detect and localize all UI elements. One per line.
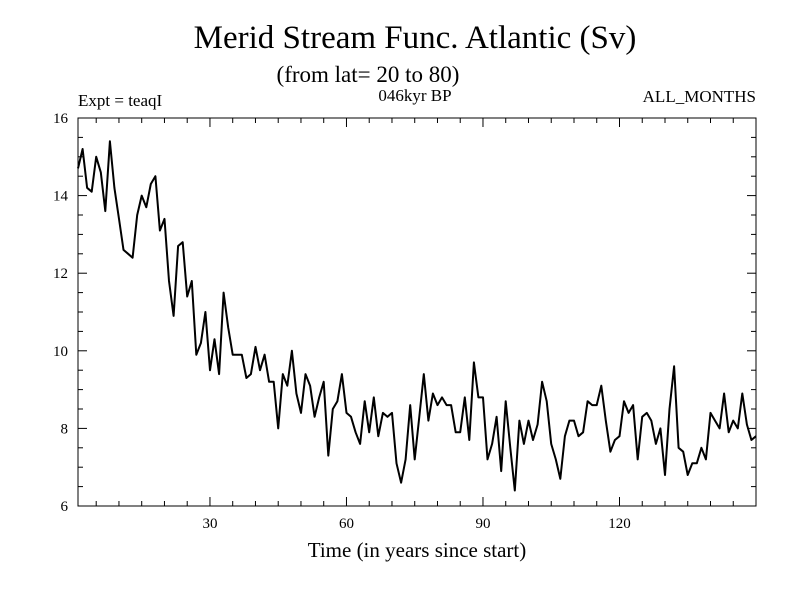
x-tick-label: 90: [475, 516, 490, 532]
y-tick-label: 8: [61, 421, 69, 437]
period-label: 046kyr BP: [378, 86, 451, 105]
y-tick-label: 10: [53, 344, 68, 360]
y-tick-label: 12: [53, 266, 68, 282]
axis-tick-labels: 30 60 90 120 6 8 10 12 14 16: [53, 111, 631, 532]
x-tick-label: 30: [202, 516, 217, 532]
months-label: ALL_MONTHS: [643, 87, 756, 106]
experiment-label: Expt = teaqI: [78, 91, 163, 110]
axis-ticks: [78, 118, 756, 506]
y-tick-label: 6: [61, 499, 69, 515]
x-axis-label: Time (in years since start): [308, 538, 527, 562]
series-line: [77, 140, 757, 492]
chart-subtitle: (from lat= 20 to 80): [277, 62, 460, 87]
y-tick-label: 16: [53, 111, 69, 127]
y-tick-label: 14: [53, 189, 69, 205]
x-tick-label: 120: [608, 516, 631, 532]
series-group: [77, 140, 757, 492]
x-tick-label: 60: [339, 516, 354, 532]
plot-frame: [77, 117, 757, 507]
chart-title: Merid Stream Func. Atlantic (Sv): [194, 20, 637, 56]
